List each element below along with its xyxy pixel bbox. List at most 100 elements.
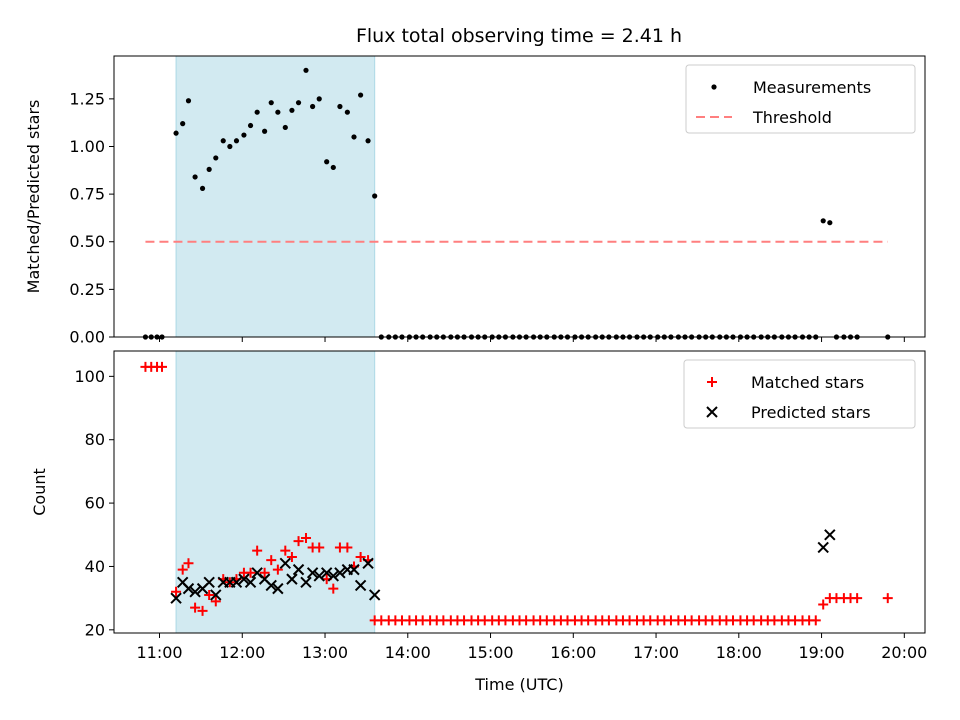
y-tick-label: 0.00 — [69, 328, 105, 347]
matched-star-point — [177, 564, 188, 575]
predicted-star-point — [238, 573, 250, 585]
measurement-point — [206, 166, 212, 172]
legend-label: Matched stars — [751, 373, 864, 392]
top-panel: 0.00 0.25 0.50 0.75 1.00 1.25 Matched/Predicte… — [24, 55, 926, 347]
predicted-star-point — [348, 563, 360, 576]
matched-star-point — [171, 586, 182, 597]
matched-star-point — [266, 555, 277, 566]
x-tick-label: 20:00 — [881, 643, 927, 662]
x-tick-label: 19:00 — [799, 643, 845, 662]
x-tick-label: 14:00 — [385, 643, 431, 662]
y-tick-label: 40 — [85, 557, 105, 576]
y-tick-label: 100 — [74, 367, 105, 386]
legend-label: Threshold — [752, 108, 832, 127]
matched-star-point — [280, 545, 291, 556]
legend-label: Measurements — [753, 78, 871, 97]
measurement-point — [289, 107, 295, 113]
measurement-point — [173, 130, 179, 136]
x-tick-label: 12:00 — [219, 643, 265, 662]
predicted-star-point — [210, 589, 222, 601]
predicted-star-point — [170, 592, 182, 604]
matched-star-point — [259, 567, 270, 578]
measurement-point — [295, 100, 302, 106]
legend-box — [683, 359, 916, 429]
predicted-star-point — [272, 582, 284, 595]
y-tick-label: 80 — [85, 430, 105, 449]
measurement-point — [827, 220, 833, 226]
measurement-point — [227, 143, 233, 150]
predicted-star-point — [313, 570, 325, 582]
measurement-point — [233, 138, 240, 144]
predicted-star-point — [817, 541, 829, 554]
x-tick-label: 15:00 — [467, 643, 513, 662]
y-axis-label: Matched/Predicted stars — [24, 100, 43, 294]
measurement-point — [247, 122, 254, 129]
measurement-point — [241, 132, 247, 138]
measurement-point — [372, 193, 378, 199]
axes-frame — [113, 350, 926, 634]
y-tick-label: 0.25 — [69, 280, 105, 299]
legend-label: Predicted stars — [751, 403, 871, 422]
matched-star-point — [210, 596, 221, 607]
predicted-star-point — [354, 579, 367, 592]
chart-title: Flux total observing time = 2.41 h — [356, 25, 682, 47]
predicted-star-point — [182, 582, 195, 595]
predicted-star-point — [306, 567, 319, 579]
predicted-star-point — [824, 529, 836, 541]
y-tick-label: 0.75 — [69, 185, 105, 204]
matched-star-point — [882, 593, 893, 604]
predicted-star-point — [230, 576, 243, 589]
matched-star-point — [197, 605, 208, 616]
measurement-point — [220, 138, 226, 144]
y-tick-label: 1.00 — [69, 137, 105, 156]
y-tick-label: 0.50 — [69, 232, 105, 251]
matched-star-point — [245, 567, 256, 578]
legend-measurement-marker — [711, 84, 717, 90]
measurement-point — [330, 164, 336, 171]
measurement-point — [337, 103, 343, 110]
predicted-star-point — [265, 579, 277, 592]
measurement-point — [185, 98, 192, 104]
predicted-star-point — [189, 586, 201, 598]
measurement-point — [365, 138, 371, 144]
measurement-point — [262, 128, 268, 134]
matched-star-point — [272, 564, 283, 575]
matched-star-point — [810, 615, 821, 626]
x-tick-label: 13:00 — [302, 643, 348, 662]
x-tick-label: 17:00 — [633, 643, 679, 662]
x-tick-label: 11:00 — [136, 643, 182, 662]
predicted-star-point — [362, 557, 374, 569]
predicted-star-point — [300, 576, 312, 589]
x-axis-label: Time (UTC) — [474, 675, 563, 694]
matched-star-point — [156, 361, 167, 372]
matched-star-point — [300, 532, 311, 543]
measurement-point — [275, 109, 281, 115]
predicted-star-point — [279, 557, 292, 569]
measurement-point — [268, 100, 274, 106]
measurement-point — [310, 103, 316, 110]
predicted-star-point — [244, 576, 257, 589]
matched-star-point — [314, 542, 325, 553]
y-tick-label: 20 — [85, 620, 105, 639]
matched-star-point — [190, 602, 201, 613]
matched-star-point — [355, 551, 366, 562]
measurement-point — [351, 134, 357, 140]
matched-star-point — [328, 583, 339, 594]
matched-star-point — [818, 599, 829, 610]
y-axis-label: Count — [30, 468, 49, 516]
axes-frame — [113, 55, 926, 338]
measurement-point — [282, 124, 288, 131]
y-tick-label: 60 — [85, 494, 105, 513]
matched-star-point — [204, 589, 215, 600]
measurement-point — [316, 96, 322, 102]
x-tick-label: 18:00 — [716, 643, 762, 662]
bottom-panel: 20 40 60 80 100 11:00 12:00 13:00 14:00 15:00 16:0… — [30, 350, 927, 694]
x-tick-label: 16:00 — [550, 643, 596, 662]
matched-star-point — [286, 551, 297, 562]
legend-matched-marker — [707, 377, 717, 387]
shaded-span — [176, 56, 375, 337]
measurement-point — [199, 185, 206, 192]
measurement-point — [820, 218, 826, 224]
measurement-point — [180, 121, 186, 127]
